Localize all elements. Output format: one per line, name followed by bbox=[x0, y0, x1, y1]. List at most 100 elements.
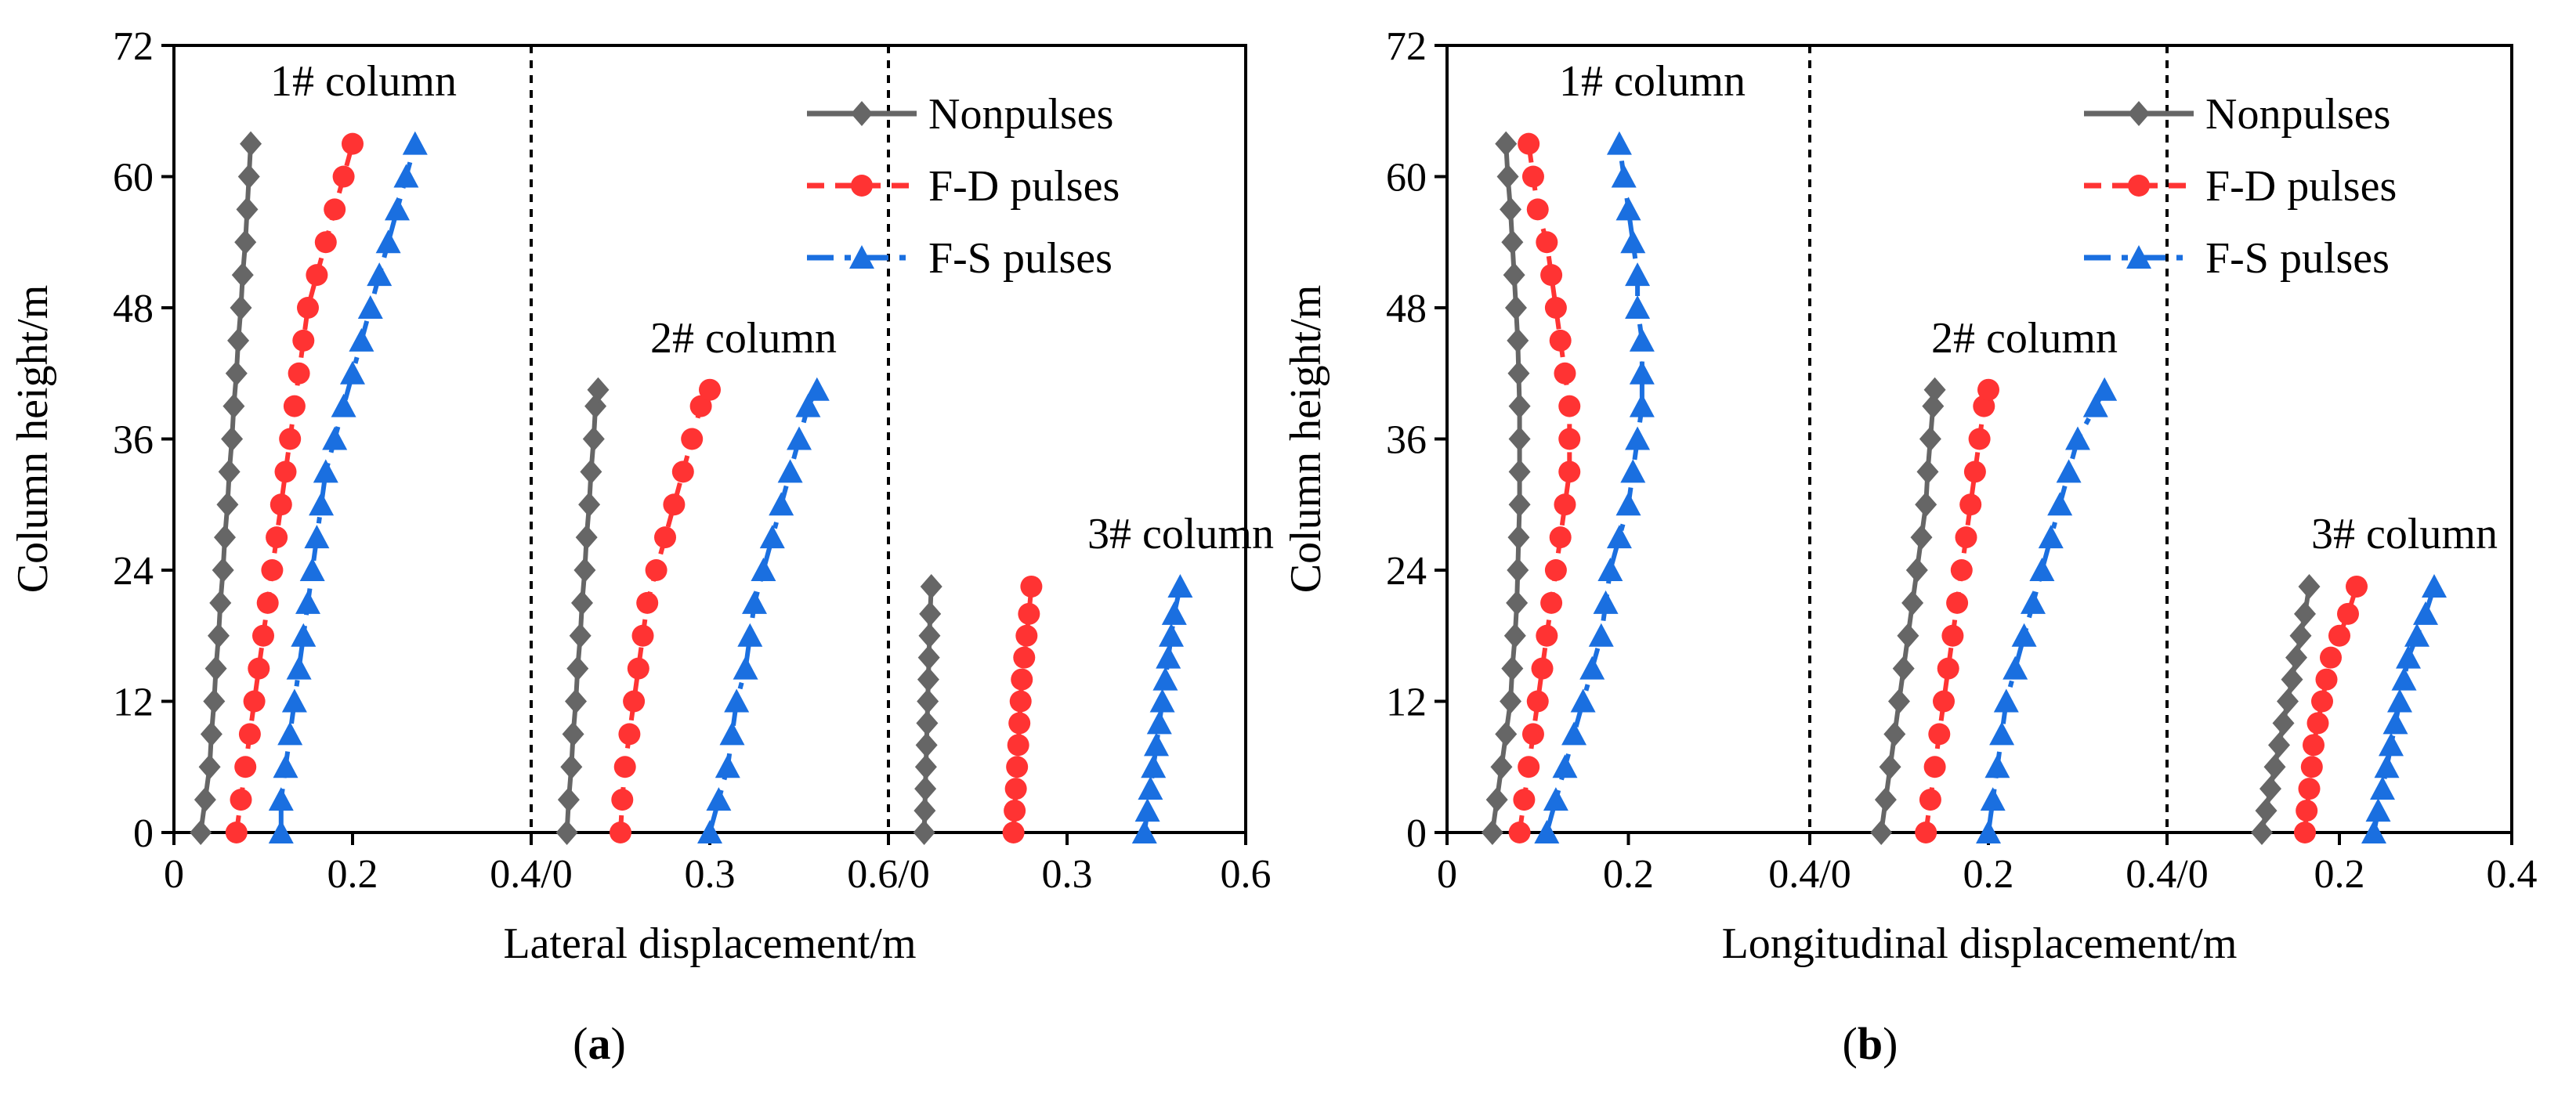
data-point bbox=[706, 787, 732, 811]
series-line bbox=[278, 143, 418, 833]
data-point bbox=[699, 378, 721, 401]
data-point bbox=[1611, 164, 1637, 188]
data-point bbox=[324, 198, 346, 221]
data-point bbox=[281, 688, 307, 713]
data-point bbox=[566, 656, 589, 681]
column-label: 1# column bbox=[270, 57, 457, 106]
legend-swatch-marker bbox=[2128, 175, 2150, 197]
data-point bbox=[306, 264, 328, 287]
data-point bbox=[2021, 590, 2046, 614]
data-point bbox=[1540, 264, 1563, 287]
data-point bbox=[1928, 723, 1951, 746]
data-point bbox=[1549, 526, 1572, 549]
data-point bbox=[2404, 623, 2429, 647]
data-point bbox=[237, 164, 260, 190]
data-point bbox=[2255, 798, 2278, 824]
data-point bbox=[914, 798, 936, 824]
series-line bbox=[1489, 143, 1522, 833]
data-point bbox=[261, 559, 284, 581]
column-group bbox=[2251, 573, 2447, 845]
data-point bbox=[231, 262, 254, 288]
data-point bbox=[270, 493, 292, 516]
data-point bbox=[1544, 559, 1567, 581]
data-point bbox=[663, 493, 686, 516]
data-point bbox=[2382, 710, 2408, 735]
data-point bbox=[304, 525, 330, 549]
data-point bbox=[1977, 378, 1999, 401]
data-point bbox=[724, 688, 750, 713]
data-point bbox=[587, 377, 610, 403]
data-point bbox=[1131, 820, 1157, 843]
data-point bbox=[1006, 756, 1029, 778]
y-tick-label: 36 bbox=[113, 418, 154, 463]
data-point bbox=[2011, 623, 2037, 647]
data-point bbox=[194, 787, 216, 813]
y-tick-label: 12 bbox=[113, 681, 154, 725]
data-point bbox=[1543, 787, 1568, 811]
data-point bbox=[1554, 362, 1576, 385]
data-point bbox=[2387, 688, 2412, 713]
legend: Nonpulses F-D pulses F-S pulses bbox=[807, 90, 1120, 283]
data-point bbox=[1615, 197, 1641, 221]
data-point bbox=[274, 461, 297, 483]
x-tick-label: 0 bbox=[1437, 852, 1457, 897]
y-axis-label: Column height/m bbox=[1282, 285, 1330, 594]
data-point bbox=[1549, 329, 1572, 352]
y-tick-label: 24 bbox=[113, 549, 154, 594]
data-point bbox=[1501, 229, 1524, 255]
legend-label: Nonpulses bbox=[2205, 90, 2390, 139]
data-point bbox=[737, 623, 763, 647]
data-point bbox=[1963, 461, 1986, 483]
y-tick-label: 12 bbox=[1386, 681, 1427, 725]
data-point bbox=[1507, 558, 1529, 583]
data-point bbox=[1507, 327, 1529, 353]
data-point bbox=[1018, 602, 1040, 625]
legend-label: F-S pulses bbox=[928, 234, 1113, 283]
data-point bbox=[2281, 666, 2303, 692]
data-point bbox=[1490, 754, 1513, 780]
data-point bbox=[1507, 360, 1530, 386]
data-point bbox=[557, 787, 580, 813]
data-point bbox=[1950, 559, 1973, 581]
data-point bbox=[204, 656, 227, 681]
data-point bbox=[266, 526, 288, 549]
data-point bbox=[342, 132, 364, 155]
data-point bbox=[2294, 601, 2316, 627]
data-point bbox=[1980, 787, 2006, 811]
data-point bbox=[719, 721, 745, 746]
legend-label: F-S pulses bbox=[2205, 234, 2390, 283]
x-tick-label: 0 bbox=[164, 852, 184, 897]
data-point bbox=[227, 327, 250, 353]
data-point bbox=[919, 601, 942, 627]
data-point bbox=[1993, 688, 2019, 713]
data-point bbox=[1558, 395, 1581, 417]
data-point bbox=[1558, 428, 1581, 450]
data-point bbox=[1558, 461, 1581, 483]
data-point bbox=[1508, 822, 1531, 843]
data-point bbox=[2303, 734, 2325, 757]
data-point bbox=[2370, 776, 2395, 800]
data-point bbox=[1500, 688, 1522, 714]
data-point bbox=[1901, 590, 1924, 616]
data-point bbox=[2396, 645, 2421, 669]
panel-caption: (b) bbox=[1843, 1018, 1898, 1069]
data-point bbox=[1915, 822, 1937, 843]
data-point bbox=[555, 820, 578, 845]
data-point bbox=[613, 756, 636, 778]
data-point bbox=[1518, 756, 1540, 778]
data-point bbox=[1923, 377, 1946, 403]
data-point bbox=[580, 459, 602, 485]
data-point bbox=[349, 327, 374, 352]
data-point bbox=[2296, 800, 2318, 822]
data-point bbox=[1916, 459, 1939, 485]
x-tick-label: 0.2 bbox=[1963, 852, 2014, 897]
legend-label: F-D pulses bbox=[2205, 162, 2397, 211]
data-point bbox=[560, 754, 583, 780]
data-point bbox=[1922, 393, 1945, 419]
x-axis-label: Longitudinal displacement/m bbox=[1722, 919, 2238, 968]
data-point bbox=[1507, 525, 1530, 551]
data-point bbox=[916, 710, 939, 736]
data-point bbox=[1495, 721, 1518, 747]
data-point bbox=[402, 131, 428, 155]
